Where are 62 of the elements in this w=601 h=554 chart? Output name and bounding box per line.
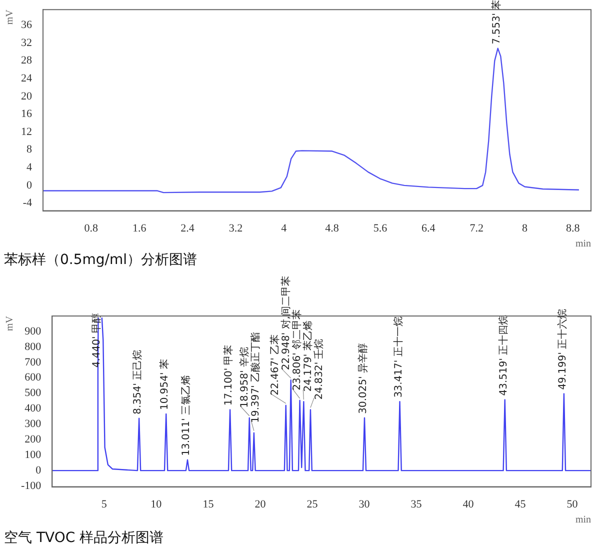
- x-tick-label: 4: [281, 222, 288, 234]
- y-tick-label: 28: [21, 54, 32, 67]
- y-tick-label: 700: [24, 356, 42, 368]
- x-axis-title: min: [575, 514, 591, 526]
- x-tick-label: 5.6: [373, 222, 388, 234]
- annotation: 33.417' 正十一烷: [392, 316, 404, 398]
- annotation: 22.467' 乙苯: [268, 334, 281, 396]
- annotation: 7.553' 苯: [490, 0, 502, 44]
- y-tick-label: 32: [21, 36, 32, 49]
- x-tick-label: 25: [306, 498, 318, 510]
- annotation: 19.397' 乙酸正丁酯: [250, 332, 262, 423]
- y-tick-label: 4: [26, 162, 32, 174]
- y-axis-title: mV: [4, 8, 16, 25]
- y-tick-label: 36: [21, 19, 32, 32]
- y-tick-label: 0: [36, 464, 42, 476]
- x-tick-label: 35: [410, 498, 422, 510]
- x-tick-label: 2.4: [180, 222, 195, 234]
- x-tick-label: 15: [202, 498, 214, 510]
- x-tick-label: 30: [358, 498, 370, 510]
- x-tick-label: 0.8: [84, 222, 99, 234]
- y-axis-title: mV: [4, 315, 16, 331]
- y-tick-label: 16: [21, 108, 32, 120]
- y-tick-label: 800: [24, 340, 42, 353]
- x-tick-label: 45: [514, 498, 526, 510]
- annotation: 22.948' 对,间二甲苯: [280, 276, 292, 370]
- y-tick-label: 12: [21, 126, 32, 138]
- annotation: 24.832' 壬烷: [312, 338, 325, 400]
- x-tick-label: 4.8: [325, 222, 340, 234]
- x-tick-label: 10: [150, 498, 162, 510]
- y-tick-label: 500: [24, 387, 42, 400]
- y-tick-label: 200: [24, 434, 42, 446]
- x-tick-label: 40: [462, 498, 474, 510]
- x-tick-label: 20: [254, 498, 266, 510]
- annotation: 10.954' 苯: [158, 359, 171, 410]
- annotation: 8.354' 正己烷: [132, 350, 144, 414]
- x-tick-label: 1.6: [132, 222, 147, 234]
- x-tick-label: 50: [566, 498, 578, 510]
- y-tick-label: 20: [21, 90, 32, 102]
- y-tick-label: 8: [26, 144, 32, 156]
- y-tick-label: 0: [26, 179, 32, 192]
- x-tick-label: 7.2: [470, 222, 484, 234]
- y-tick-label: 100: [24, 449, 42, 462]
- y-tick-label: -4: [22, 197, 32, 210]
- annotation: 17.100' 甲苯: [222, 344, 235, 406]
- x-tick-label: 6.4: [422, 222, 436, 234]
- annotation: 30.025' 异辛醇: [357, 342, 370, 414]
- text: 空气 TVOC 样品分析图谱: [4, 529, 164, 547]
- annotation: 24.179' 苯乙烯: [302, 320, 314, 392]
- y-tick-label: 600: [24, 372, 42, 384]
- x-axis-title: min: [575, 238, 591, 250]
- x-tick-label: 8: [522, 222, 528, 234]
- y-tick-label: -100: [20, 480, 42, 492]
- x-tick-label: 3.2: [228, 222, 243, 234]
- annotation: 13.011' 三氯乙烯: [180, 374, 192, 456]
- y-tick-label: 900: [24, 325, 42, 338]
- y-tick-label: 400: [24, 402, 42, 415]
- y-tick-label: 24: [21, 72, 32, 84]
- x-tick-label: 8.8: [566, 222, 580, 234]
- annotation: 18.958' 辛烷: [238, 346, 251, 408]
- x-tick-label: 5: [101, 498, 108, 510]
- text: 苯标样（0.5mg/ml）分析图谱: [4, 251, 198, 269]
- y-tick-label: 300: [24, 418, 42, 430]
